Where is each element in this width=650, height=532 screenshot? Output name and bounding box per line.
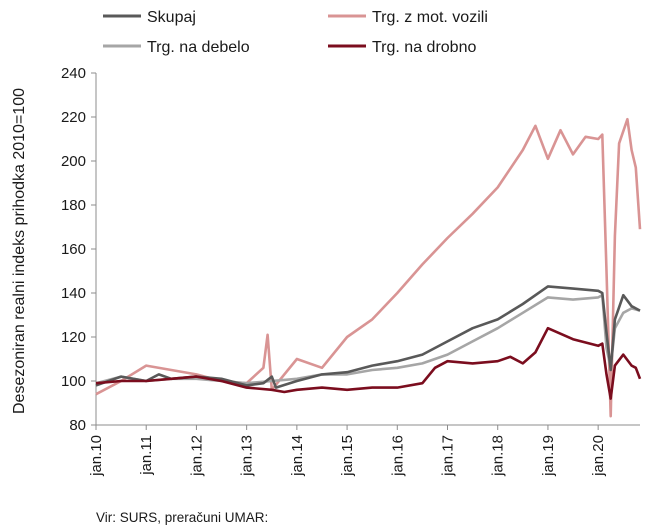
y-tick-label: 160 <box>61 241 86 258</box>
x-tick-label: jan.16 <box>389 435 406 477</box>
plot-lines <box>95 117 642 418</box>
y-tick-label: 140 <box>61 285 86 302</box>
legend-label: Skupaj <box>147 9 196 26</box>
series-line-3 <box>95 326 642 400</box>
y-axis: 80 100 120 140 160 180 200 220 240 <box>61 65 97 434</box>
x-tick-label: jan.15 <box>339 435 356 477</box>
y-tick-label: 200 <box>61 153 86 170</box>
legend-label: Trg. z mot. vozili <box>372 9 488 26</box>
x-tick-label: jan.10 <box>88 435 105 477</box>
x-tick-label: jan.19 <box>540 435 557 477</box>
y-tick-label: 220 <box>61 109 86 126</box>
x-tick-label: jan.12 <box>188 435 205 477</box>
legend-label: Trg. na debelo <box>147 39 250 56</box>
legend-label: Trg. na drobno <box>372 39 476 56</box>
y-axis-label: Desezoniran realni indeks prihodka 2010=… <box>11 88 28 414</box>
legend: Skupaj Trg. z mot. vozili Trg. na debelo Tr… <box>103 9 488 56</box>
x-tick-label: jan.14 <box>289 435 306 477</box>
x-tick-label: jan.17 <box>440 435 457 477</box>
x-tick-label: jan.18 <box>490 435 507 477</box>
y-tick-label: 100 <box>61 373 86 390</box>
y-tick-label: 120 <box>61 329 86 346</box>
source-note: Vir: SURS, preračuni UMAR: <box>96 510 268 525</box>
x-tick-label: jan.11 <box>138 435 155 476</box>
x-tick-label: jan.20 <box>590 435 607 477</box>
x-axis: jan.10 jan.11 jan.12 jan.13 jan.14 jan.15 jan.… <box>88 424 640 477</box>
y-tick-label: 80 <box>69 417 86 434</box>
x-tick-label: jan.13 <box>239 435 256 477</box>
y-tick-label: 240 <box>61 65 86 82</box>
y-tick-label: 180 <box>61 197 86 214</box>
